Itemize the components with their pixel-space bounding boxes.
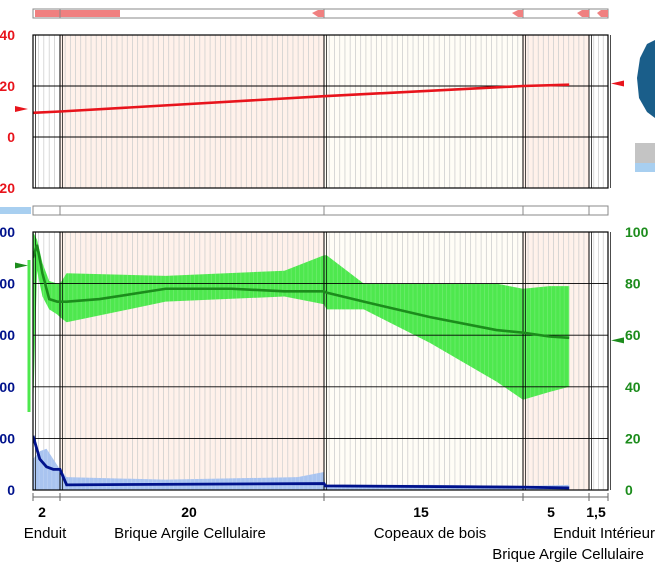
top-series-group bbox=[33, 83, 570, 115]
top-plot-frame bbox=[32, 34, 609, 189]
temp-right-marker bbox=[611, 80, 624, 87]
bottom-right-y-ticks: 100 80 60 40 20 0 bbox=[625, 224, 649, 498]
layer-axis-ticks bbox=[32, 493, 609, 501]
bottom-series-group bbox=[33, 244, 570, 490]
top-layer-bg-2 bbox=[60, 35, 324, 188]
top-y-ticks: 40 20 0 -20 bbox=[0, 27, 15, 196]
temp-tick-label: 40 bbox=[0, 27, 15, 43]
top-layer-marker-3 bbox=[512, 10, 523, 17]
temp-left-marker bbox=[15, 105, 28, 112]
humidity-left-marker bbox=[15, 262, 28, 269]
legend-gray-box bbox=[635, 143, 655, 163]
layer-name-4: Enduit Intérieur bbox=[553, 525, 655, 542]
temp-tick-label: 20 bbox=[0, 78, 15, 94]
top-layer-bg-4 bbox=[523, 35, 589, 188]
top-fine-grid bbox=[38, 35, 604, 188]
layer-name-3: Copeaux de bois bbox=[374, 525, 487, 542]
mid-layer-bar-left-swatch bbox=[0, 207, 31, 214]
bottom-bands bbox=[33, 232, 607, 490]
top-layer-marker-5 bbox=[597, 10, 608, 17]
bottom-plot-frame bbox=[32, 231, 609, 491]
bottom-markers bbox=[15, 260, 624, 412]
temperature-chart: 40 20 0 -20 bbox=[0, 27, 624, 196]
layer-thickness-3: 15 bbox=[413, 504, 429, 520]
top-layer-marker-2 bbox=[312, 10, 324, 17]
humidity-line bbox=[33, 244, 570, 340]
water-tick-label: 00 bbox=[0, 276, 15, 292]
temp-tick-label: -20 bbox=[0, 180, 15, 196]
water-tick-label: 00 bbox=[0, 430, 15, 446]
water-line bbox=[33, 435, 570, 490]
water-tick-label: 00 bbox=[0, 224, 15, 240]
top-layer-marker-4 bbox=[577, 10, 589, 17]
top-layer-backgrounds bbox=[33, 35, 608, 188]
layer-thickness-4: 5 bbox=[547, 504, 555, 520]
top-markers bbox=[15, 80, 624, 112]
top-layer-marker-1 bbox=[114, 10, 120, 17]
legend-panel bbox=[635, 40, 655, 172]
temperature-line bbox=[33, 83, 570, 115]
layer-axis: 2 20 15 5 1,5 Enduit Brique Argile Cellu… bbox=[24, 493, 655, 563]
humidity-band bbox=[33, 232, 570, 413]
mid-layer-bar-frame bbox=[32, 205, 609, 216]
humidity-tick-label: 20 bbox=[625, 430, 641, 446]
humidity-tick-label: 100 bbox=[625, 224, 649, 240]
layer-name-5: Brique Argile Cellulaire bbox=[492, 546, 644, 563]
layer-thickness-2: 20 bbox=[181, 504, 197, 520]
water-band bbox=[33, 448, 570, 490]
temp-tick-label: 0 bbox=[7, 129, 15, 145]
water-tick-label: 00 bbox=[0, 327, 15, 343]
water-tick-label: 0 bbox=[7, 482, 15, 498]
layer-thickness-1: 2 bbox=[38, 504, 46, 520]
layer-thickness-5: 1,5 bbox=[586, 504, 606, 520]
water-tick-label: 00 bbox=[0, 379, 15, 395]
layer-name-1: Enduit bbox=[24, 525, 67, 542]
humidity-tick-label: 60 bbox=[625, 327, 641, 343]
legend-blue-box bbox=[635, 163, 655, 172]
top-layer-bar bbox=[32, 8, 609, 19]
layer-name-2: Brique Argile Cellulaire bbox=[114, 525, 266, 542]
humidity-tick-label: 0 bbox=[625, 482, 633, 498]
top-layer-bar-active bbox=[35, 10, 120, 17]
humidity-tick-label: 40 bbox=[625, 379, 641, 395]
legend-pie bbox=[637, 40, 655, 118]
humidity-right-marker bbox=[611, 337, 624, 344]
humidity-tick-label: 80 bbox=[625, 276, 641, 292]
mid-layer-bar bbox=[0, 205, 609, 216]
